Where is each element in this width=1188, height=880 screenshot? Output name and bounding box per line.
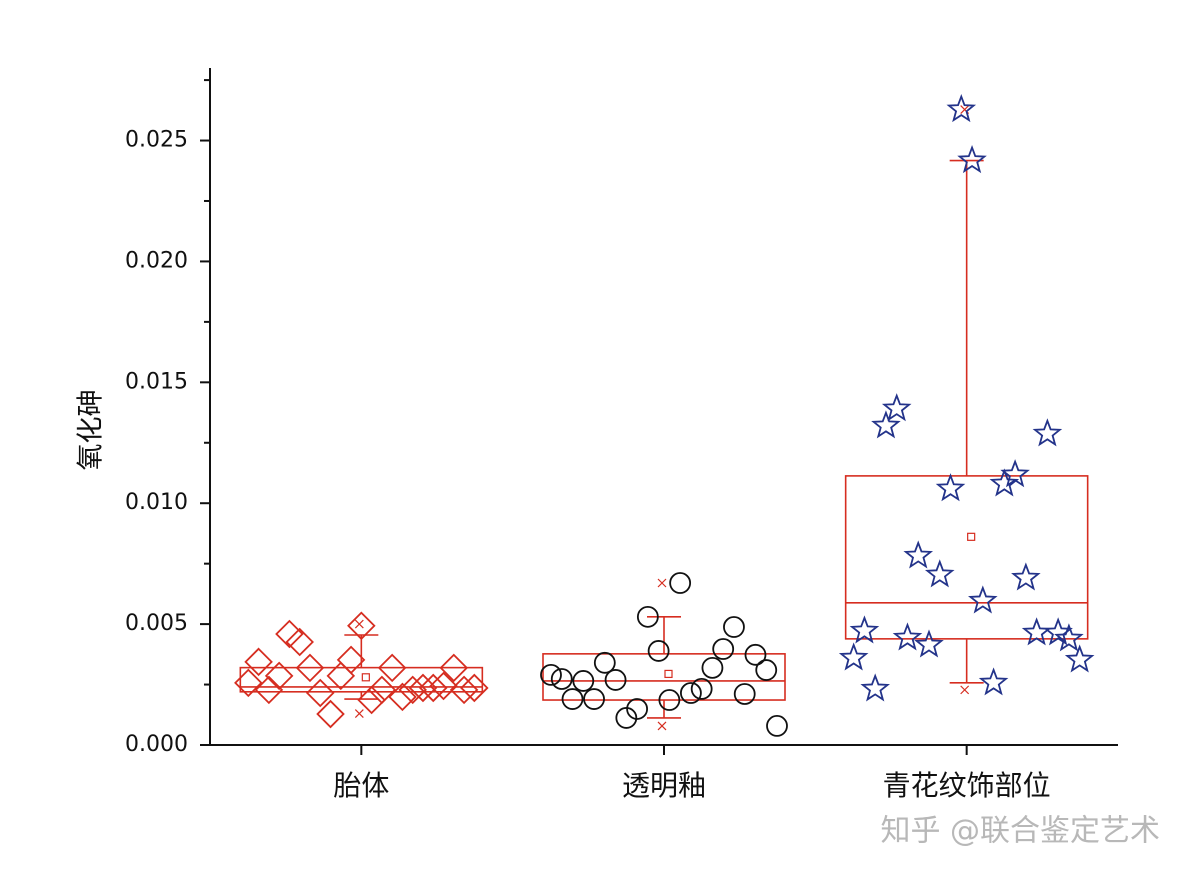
y-tick-label: 0.010 <box>125 490 188 515</box>
data-point <box>244 647 273 677</box>
data-point <box>604 669 627 691</box>
data-point <box>957 145 987 174</box>
data-point <box>903 540 934 569</box>
data-point <box>1064 644 1095 673</box>
data-point <box>647 640 670 662</box>
box <box>542 653 786 701</box>
data-point <box>766 714 788 737</box>
data-point <box>388 682 417 712</box>
data-point <box>336 645 366 675</box>
y-tick-label: 0.025 <box>125 128 188 153</box>
data-point <box>377 653 407 683</box>
data-point <box>1000 459 1030 488</box>
data-point <box>680 682 702 704</box>
data-point <box>978 667 1009 696</box>
data-point <box>1054 623 1084 652</box>
data-point <box>755 659 778 681</box>
data-point <box>583 688 605 710</box>
x-tick-label: 青花纹饰部位 <box>883 769 1051 802</box>
data-point <box>626 698 648 720</box>
data-point <box>593 651 616 674</box>
y-tick-label: 0.015 <box>125 369 188 394</box>
y-tick-label: 0.000 <box>125 732 188 757</box>
mean <box>361 673 370 682</box>
watermark: 知乎 @联合鉴定艺术 <box>880 814 1160 849</box>
data-point <box>946 94 977 123</box>
data-point <box>701 656 724 679</box>
box <box>844 475 1089 640</box>
y-tick-label: 0.020 <box>125 248 188 273</box>
data-point <box>460 673 489 703</box>
data-point <box>561 688 584 710</box>
data-point <box>636 605 659 628</box>
min-marker <box>657 721 667 731</box>
x-tick-label: 胎体 <box>333 769 389 802</box>
min-marker <box>960 685 970 695</box>
y-tick-label: 0.005 <box>125 611 188 636</box>
data-point <box>449 675 479 705</box>
data-point <box>275 619 304 649</box>
mean <box>967 532 976 541</box>
data-point <box>690 678 713 700</box>
data-point <box>860 673 890 702</box>
data-point <box>1011 562 1041 591</box>
max-marker <box>354 619 364 629</box>
data-point <box>418 673 448 703</box>
data-point <box>914 629 944 658</box>
data-point <box>357 685 386 715</box>
mean <box>664 669 673 679</box>
min-marker <box>354 709 364 718</box>
data-point <box>439 653 469 683</box>
data-point <box>295 653 325 683</box>
data-point <box>989 468 1020 497</box>
data-point <box>1032 418 1063 447</box>
data-point <box>892 622 923 651</box>
data-point <box>305 678 335 708</box>
data-point <box>429 671 458 701</box>
data-point <box>871 410 901 439</box>
y-axis-label: 氧化砷 <box>76 390 107 471</box>
max-marker <box>657 578 667 588</box>
data-point <box>285 627 314 657</box>
data-point <box>234 668 263 698</box>
data-point <box>572 670 595 692</box>
data-point <box>669 572 692 594</box>
data-point <box>744 643 767 666</box>
data-point <box>838 642 869 671</box>
data-point <box>254 675 284 705</box>
data-point <box>398 675 427 705</box>
data-point <box>849 615 880 644</box>
data-point <box>347 611 376 641</box>
data-point <box>550 668 573 690</box>
data-point <box>723 616 745 638</box>
data-point <box>968 585 998 614</box>
data-point <box>264 661 294 691</box>
box <box>239 666 484 693</box>
data-point <box>733 683 756 705</box>
data-point <box>881 393 912 422</box>
data-point <box>540 663 562 686</box>
data-point <box>367 675 397 705</box>
data-point <box>408 673 438 703</box>
data-point <box>1021 617 1052 646</box>
data-point <box>316 699 345 729</box>
data-point <box>658 689 681 711</box>
data-point <box>712 638 735 660</box>
data-point <box>924 559 955 588</box>
data-point <box>326 661 356 691</box>
data-point <box>935 473 966 502</box>
x-tick-label: 透明釉 <box>622 769 706 802</box>
